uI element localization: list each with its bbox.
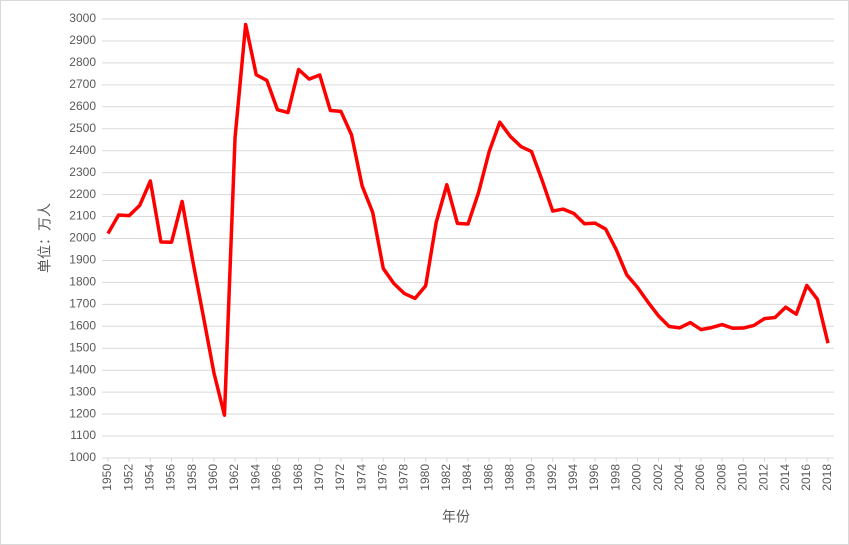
y-tick-label: 1500 — [69, 340, 96, 354]
x-tick-label: 1984 — [460, 464, 474, 491]
y-tick-label: 2700 — [69, 77, 96, 91]
y-tick-label: 1700 — [69, 297, 96, 311]
x-tick-label: 1964 — [248, 464, 262, 491]
x-tick-label: 2008 — [714, 464, 728, 491]
y-tick-label: 1800 — [69, 275, 96, 289]
x-tick-label: 1954 — [143, 464, 157, 491]
x-tick-label: 1978 — [397, 464, 411, 491]
x-tick-label: 1982 — [439, 464, 453, 491]
y-tick-label: 2500 — [69, 121, 96, 135]
y-tick-label: 2300 — [69, 165, 96, 179]
x-tick-label: 1974 — [354, 464, 368, 491]
x-tick-label: 1992 — [545, 464, 559, 491]
x-tick-label: 2006 — [693, 464, 707, 491]
x-axis-label: 年份 — [442, 509, 470, 525]
y-axis-label: 单位：万人 — [37, 203, 53, 273]
y-tick-label: 2600 — [69, 99, 96, 113]
y-tick-label: 1000 — [69, 450, 96, 464]
data-line — [106, 22, 830, 417]
y-tick-label: 2000 — [69, 231, 96, 245]
x-tick-label: 1998 — [608, 464, 622, 491]
y-tick-label: 1100 — [70, 428, 96, 442]
x-tick-label: 2018 — [820, 464, 834, 491]
x-tick-label: 1986 — [481, 464, 495, 491]
x-tick-label: 1950 — [100, 464, 114, 491]
x-tick-label: 1958 — [185, 464, 199, 491]
y-tick-label: 1600 — [69, 318, 96, 332]
y-tick-label: 2200 — [69, 187, 96, 201]
x-tick-label: 1972 — [333, 464, 347, 491]
y-tick-label: 1300 — [69, 384, 96, 398]
y-tick-label: 2100 — [69, 209, 96, 223]
x-tick-label: 1970 — [312, 464, 326, 491]
x-tick-label: 2002 — [651, 464, 665, 491]
y-tick-label: 1200 — [69, 406, 96, 420]
y-tick-label: 2800 — [69, 55, 96, 69]
x-tick-label: 1956 — [164, 464, 178, 491]
x-tick-label: 2010 — [735, 464, 749, 491]
x-tick-label: 1960 — [206, 464, 220, 491]
x-tick-label: 1952 — [121, 464, 135, 491]
x-tick-label: 1966 — [270, 464, 284, 491]
y-tick-label: 1900 — [69, 253, 96, 267]
x-tick-label: 1980 — [418, 464, 432, 491]
y-tick-label: 3000 — [69, 11, 96, 25]
x-tick-label: 2012 — [757, 464, 771, 491]
x-tick-label: 1976 — [375, 464, 389, 491]
x-tick-label: 1962 — [227, 464, 241, 491]
x-tick-label: 1968 — [291, 464, 305, 491]
x-tick-label: 1990 — [524, 464, 538, 491]
x-tick-label: 2004 — [672, 464, 686, 491]
x-tick-label: 2014 — [778, 464, 792, 491]
x-tick-label: 2016 — [799, 464, 813, 491]
x-tick-label: 1994 — [566, 464, 580, 491]
y-tick-label: 1400 — [69, 362, 96, 376]
x-tick-label: 2000 — [630, 464, 644, 491]
x-tick-label: 1996 — [587, 464, 601, 491]
y-tick-label: 2900 — [69, 33, 96, 47]
x-tick-label: 1988 — [503, 464, 517, 491]
y-tick-label: 2400 — [69, 143, 96, 157]
